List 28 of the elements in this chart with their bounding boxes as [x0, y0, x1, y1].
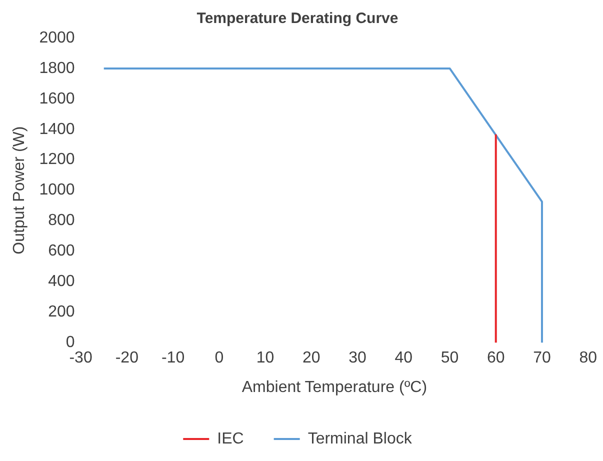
y-tick-label: 2000	[39, 29, 75, 46]
x-tick-label: -10	[161, 350, 185, 367]
chart-title: Temperature Derating Curve	[196, 10, 398, 28]
y-axis-title: Output Power (W)	[11, 126, 28, 254]
y-tick-label: 1000	[39, 182, 75, 199]
x-tick-label: -20	[115, 350, 139, 367]
x-tick-label: 30	[348, 350, 367, 367]
x-tick-label: 0	[214, 350, 224, 367]
x-tick-label: 70	[533, 350, 551, 367]
x-tick-label: 50	[440, 350, 459, 367]
y-tick-label: 400	[48, 273, 75, 290]
x-tick-label: -30	[69, 350, 92, 367]
x-axis-title: Ambient Temperature (ºC)	[242, 378, 428, 396]
x-tick-label: 80	[579, 350, 598, 367]
x-tick-label: 10	[256, 350, 274, 367]
y-tick-label: 200	[48, 304, 75, 321]
y-tick-label: 1600	[39, 90, 75, 108]
y-tick-label: 1200	[39, 151, 75, 168]
y-tick-label: 0	[66, 334, 75, 352]
y-tick-label: 1400	[39, 120, 75, 138]
x-tick-label: 60	[486, 350, 505, 367]
y-tick-label: 1800	[39, 60, 75, 77]
y-tick-label: 600	[48, 242, 75, 260]
legend-label: IEC	[217, 430, 244, 448]
x-tick-label: 40	[394, 350, 413, 367]
x-tick-label: 20	[302, 350, 320, 367]
y-tick-label: 800	[48, 212, 75, 230]
legend-label: Terminal Block	[308, 430, 413, 448]
